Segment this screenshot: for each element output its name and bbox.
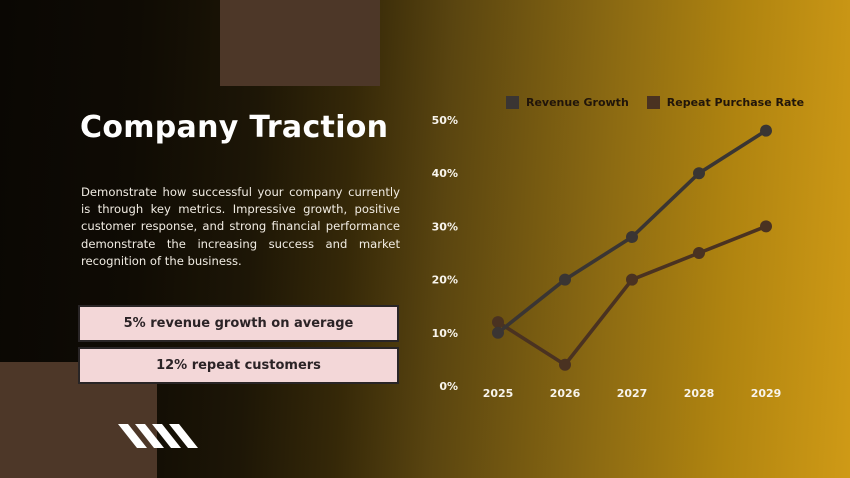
- data-point-repeat-purchase-rate: [492, 316, 504, 329]
- data-point-repeat-purchase-rate: [760, 220, 772, 233]
- y-axis-label: 40%: [432, 167, 458, 180]
- slashes-logo-icon: [118, 424, 198, 448]
- data-point-revenue-growth: [760, 124, 772, 137]
- data-point-repeat-purchase-rate: [559, 358, 571, 371]
- legend-label: Repeat Purchase Rate: [666, 96, 805, 109]
- y-axis-label: 30%: [432, 220, 458, 233]
- x-axis-label: 2029: [751, 387, 782, 400]
- y-axis-label: 20%: [432, 274, 458, 287]
- y-axis-label: 0%: [439, 380, 458, 393]
- x-axis-label: 2025: [483, 387, 514, 400]
- y-axis-label: 10%: [432, 327, 458, 340]
- metric-badge-repeat-customers: 12% repeat customers: [78, 347, 399, 384]
- data-point-repeat-purchase-rate: [626, 273, 638, 286]
- series-line-repeat-purchase-rate: [496, 224, 768, 368]
- description-text: Demonstrate how successful your company …: [81, 185, 400, 268]
- legend-item-repeat-purchase-rate: Repeat Purchase Rate: [646, 96, 805, 109]
- metric-badge-revenue-growth: 5% revenue growth on average: [78, 305, 399, 342]
- chart-legend: Revenue Growth Repeat Purchase Rate: [506, 96, 804, 109]
- data-point-revenue-growth: [626, 231, 638, 244]
- x-axis-label: 2027: [617, 387, 648, 400]
- x-axis-label: 2026: [550, 387, 581, 400]
- data-point-revenue-growth: [693, 167, 705, 180]
- y-axis-label: 50%: [432, 114, 458, 127]
- metric-label: 5% revenue growth on average: [123, 316, 354, 331]
- data-point-revenue-growth: [559, 273, 571, 286]
- metric-label: 12% repeat customers: [156, 358, 321, 373]
- legend-swatch-icon: [506, 96, 519, 109]
- x-axis-label: 2028: [684, 387, 715, 400]
- page-title: Company Traction: [80, 110, 389, 145]
- legend-swatch-icon: [646, 96, 660, 109]
- legend-label: Revenue Growth: [526, 96, 629, 109]
- data-point-revenue-growth: [492, 326, 504, 339]
- data-point-repeat-purchase-rate: [693, 247, 705, 259]
- legend-item-revenue-growth: Revenue Growth: [506, 96, 629, 109]
- decor-rectangle-top: [220, 0, 380, 86]
